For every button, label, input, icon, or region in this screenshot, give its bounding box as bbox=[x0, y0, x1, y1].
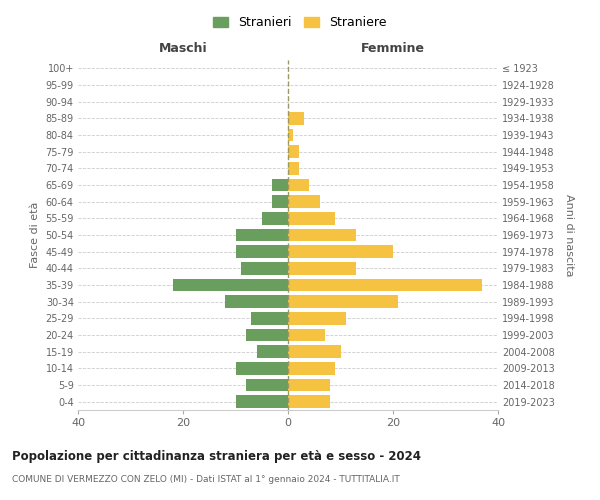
Bar bbox=[288, 212, 335, 224]
Bar bbox=[288, 312, 346, 324]
Bar bbox=[288, 146, 299, 158]
Y-axis label: Anni di nascita: Anni di nascita bbox=[565, 194, 574, 276]
Bar bbox=[288, 196, 320, 208]
Bar bbox=[225, 296, 288, 308]
Bar bbox=[235, 246, 288, 258]
Bar bbox=[288, 279, 482, 291]
Text: Popolazione per cittadinanza straniera per età e sesso - 2024: Popolazione per cittadinanza straniera p… bbox=[12, 450, 421, 463]
Bar bbox=[173, 279, 288, 291]
Bar bbox=[251, 312, 288, 324]
Text: Femmine: Femmine bbox=[361, 42, 425, 55]
Y-axis label: Fasce di età: Fasce di età bbox=[30, 202, 40, 268]
Bar bbox=[288, 262, 356, 274]
Bar bbox=[288, 162, 299, 174]
Bar bbox=[288, 396, 330, 408]
Bar bbox=[235, 396, 288, 408]
Bar bbox=[262, 212, 288, 224]
Bar bbox=[288, 229, 356, 241]
Text: Maschi: Maschi bbox=[158, 42, 208, 55]
Bar bbox=[257, 346, 288, 358]
Bar bbox=[235, 362, 288, 374]
Bar bbox=[288, 246, 393, 258]
Bar bbox=[246, 329, 288, 341]
Bar bbox=[288, 346, 341, 358]
Text: COMUNE DI VERMEZZO CON ZELO (MI) - Dati ISTAT al 1° gennaio 2024 - TUTTITALIA.IT: COMUNE DI VERMEZZO CON ZELO (MI) - Dati … bbox=[12, 475, 400, 484]
Bar bbox=[246, 379, 288, 391]
Bar bbox=[235, 229, 288, 241]
Bar bbox=[272, 196, 288, 208]
Bar bbox=[288, 362, 335, 374]
Legend: Stranieri, Straniere: Stranieri, Straniere bbox=[208, 11, 392, 34]
Bar bbox=[288, 129, 293, 141]
Bar bbox=[288, 179, 309, 192]
Bar bbox=[288, 329, 325, 341]
Bar bbox=[288, 296, 398, 308]
Bar bbox=[241, 262, 288, 274]
Bar bbox=[288, 379, 330, 391]
Bar bbox=[288, 112, 304, 124]
Bar bbox=[272, 179, 288, 192]
